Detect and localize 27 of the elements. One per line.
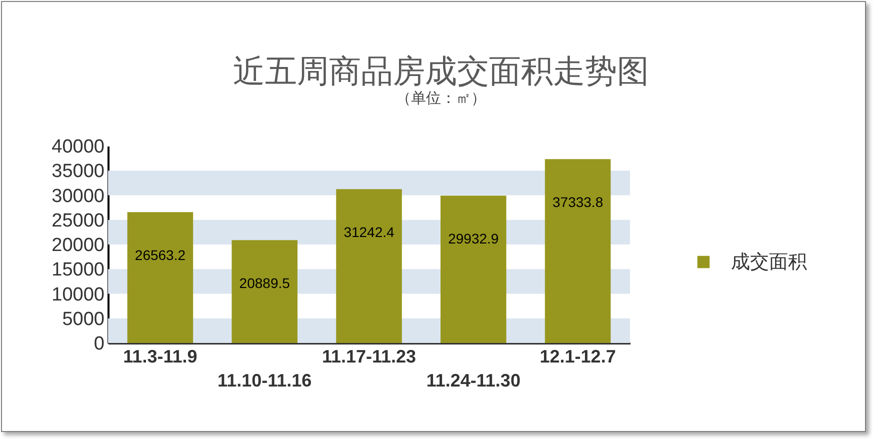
bar bbox=[232, 240, 298, 343]
y-tick-label: 20000 bbox=[52, 235, 104, 256]
y-tick-label: 35000 bbox=[52, 161, 104, 182]
x-tick-label: 11.17-11.23 bbox=[322, 346, 416, 366]
x-tick-label: 11.10-11.16 bbox=[218, 370, 312, 390]
y-tick-label: 15000 bbox=[52, 260, 104, 281]
x-tick-label: 12.1-12.7 bbox=[540, 346, 616, 366]
bar bbox=[440, 196, 506, 343]
y-tick-label: 25000 bbox=[52, 210, 104, 232]
bar bbox=[127, 212, 194, 343]
y-tick-label: 0 bbox=[94, 334, 104, 354]
data-label: 26563.2 bbox=[134, 247, 186, 264]
y-tick-label: 10000 bbox=[52, 284, 104, 306]
legend-label: 成交面积 bbox=[731, 251, 807, 273]
data-label: 20889.5 bbox=[239, 275, 290, 292]
x-tick-label: 11.3-11.9 bbox=[123, 346, 198, 366]
chart-title: 近五周商品房成交面积走势图 bbox=[233, 53, 649, 89]
data-label: 31242.4 bbox=[344, 224, 395, 240]
y-tick-label: 30000 bbox=[52, 186, 104, 207]
data-label: 29932.9 bbox=[448, 230, 499, 247]
x-tick-label: 11.24-11.30 bbox=[426, 370, 520, 390]
bar bbox=[544, 159, 611, 343]
chart-subtitle: （单位：㎡） bbox=[396, 90, 486, 107]
y-tick-label: 5000 bbox=[62, 308, 104, 330]
data-label: 37333.8 bbox=[552, 194, 604, 210]
y-tick-label: 40000 bbox=[52, 136, 104, 158]
bar bbox=[336, 189, 402, 343]
